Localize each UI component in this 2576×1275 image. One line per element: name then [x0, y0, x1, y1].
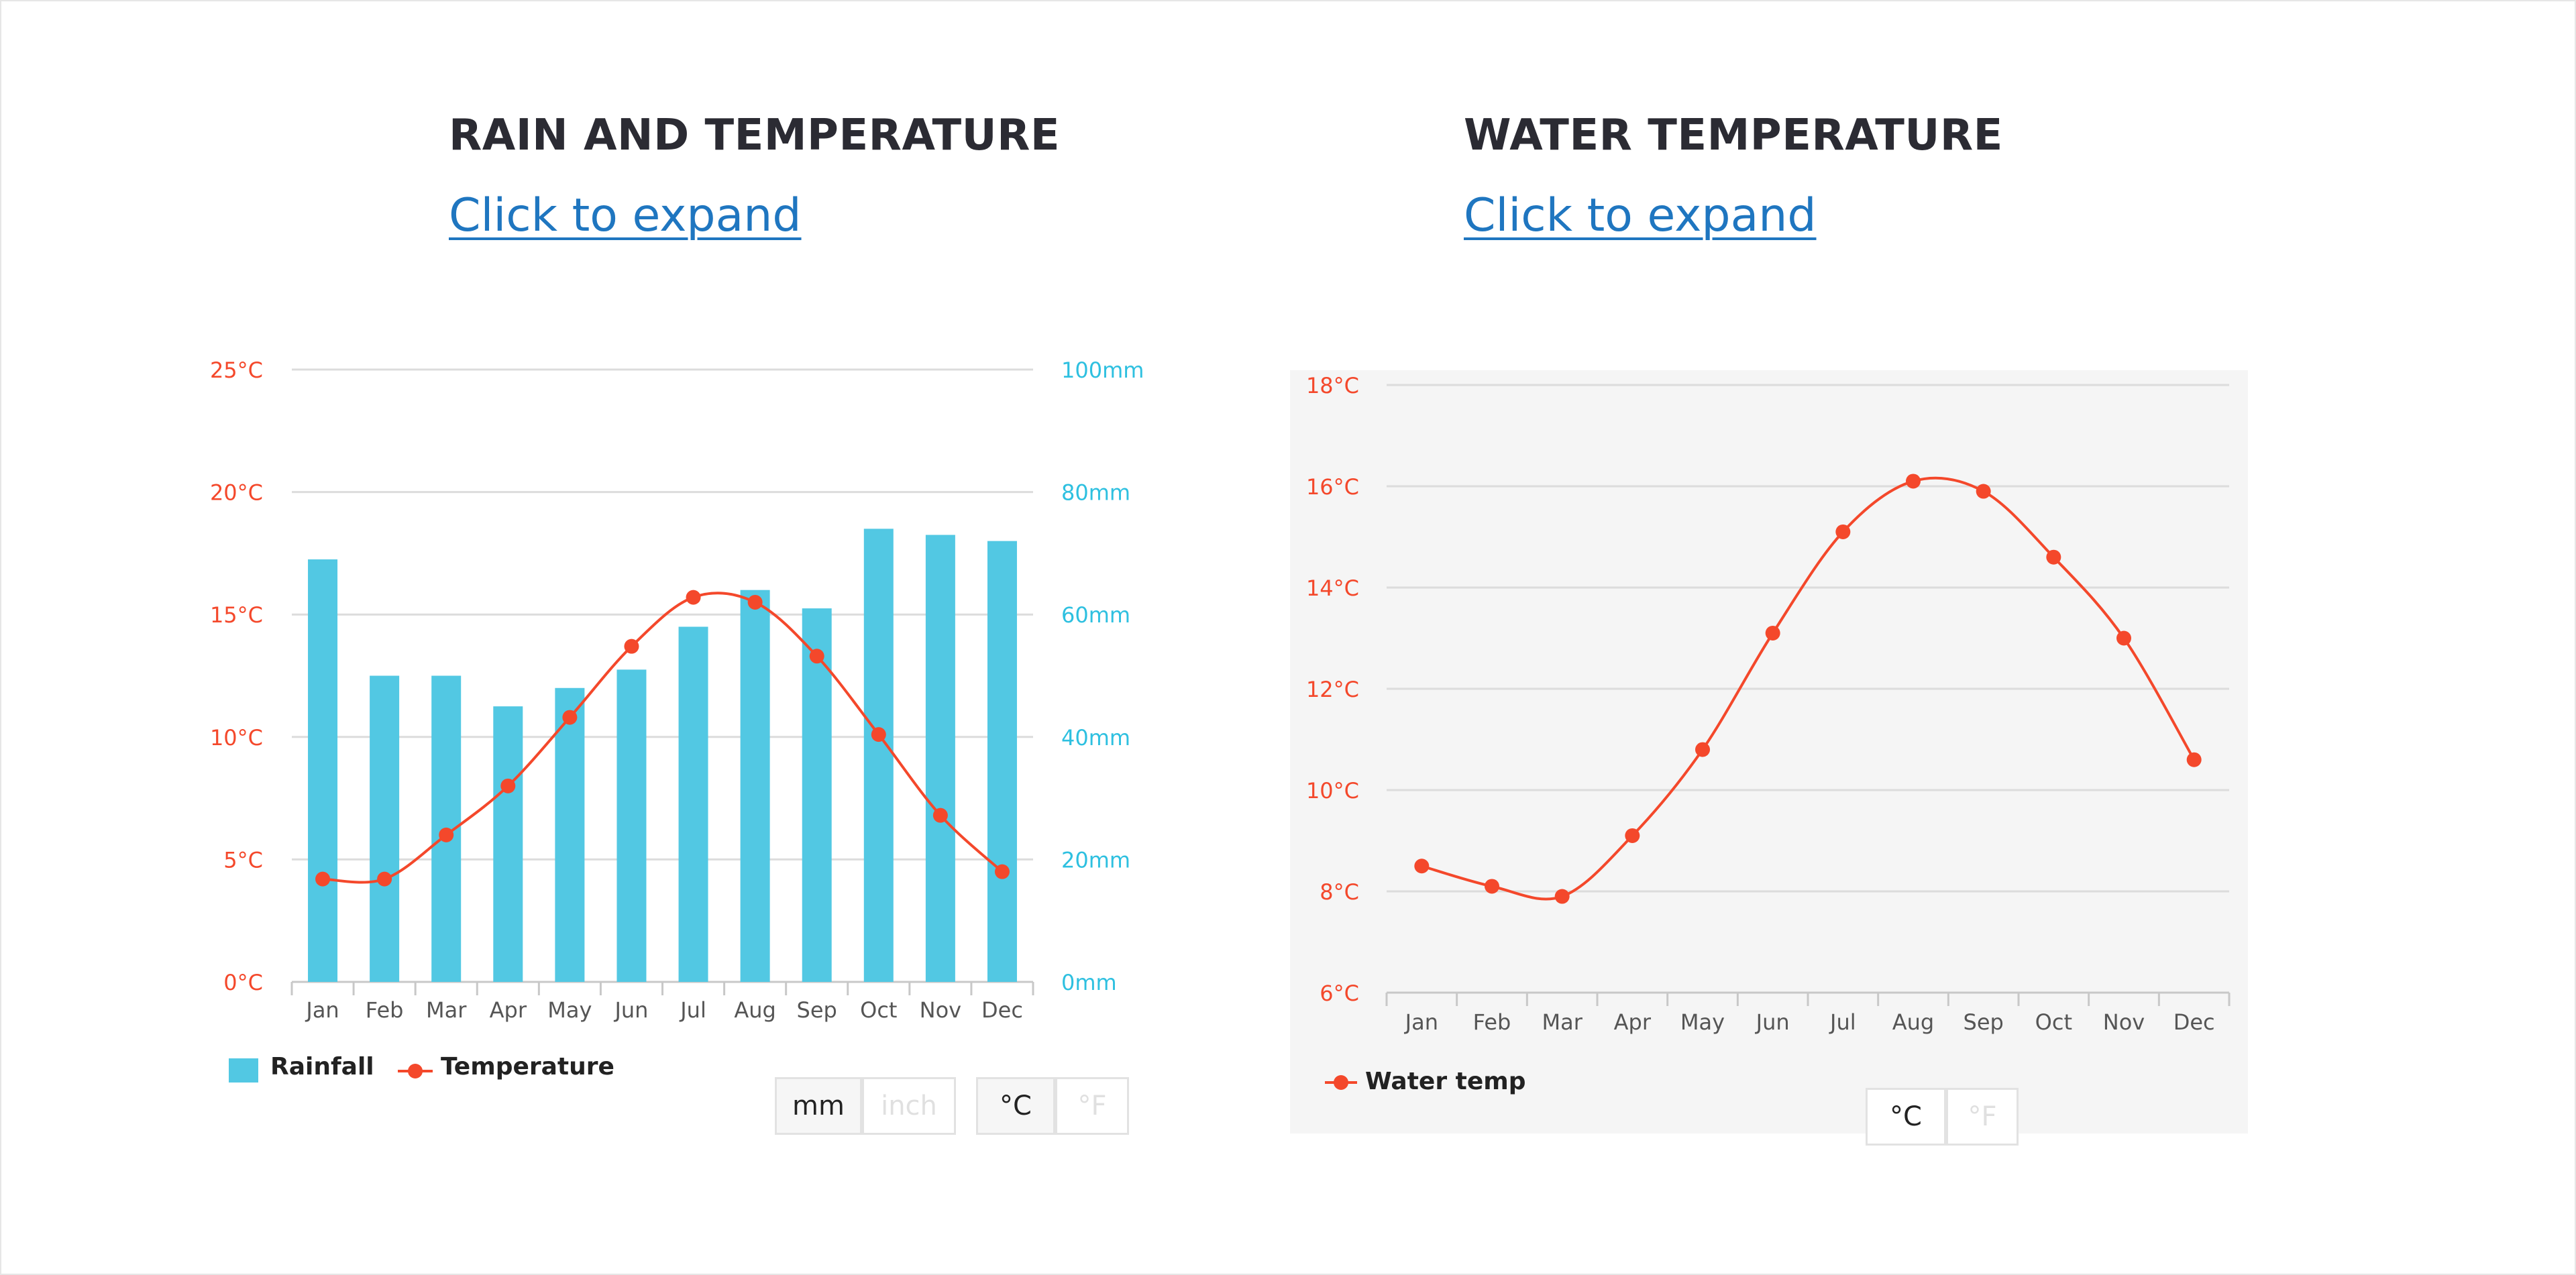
- temperature-point: [871, 727, 886, 742]
- month-label: Dec: [2174, 1009, 2215, 1035]
- water-axis-tick: 12°C: [1306, 677, 1359, 702]
- water-axis-tick: 16°C: [1306, 474, 1359, 500]
- water-temp-point: [1835, 524, 1851, 539]
- month-label: Aug: [734, 997, 775, 1023]
- temperature-point: [439, 827, 454, 842]
- temperature-point: [747, 594, 763, 610]
- water-axis-tick: 6°C: [1320, 981, 1359, 1006]
- temperature-axis-tick: 10°C: [210, 725, 263, 751]
- chart-background: [1290, 370, 2248, 1133]
- rainfall-legend-label[interactable]: Rainfall: [270, 1053, 374, 1080]
- month-label: Nov: [920, 997, 961, 1023]
- water-celsius-unit-button[interactable]: °C: [1866, 1088, 1946, 1146]
- month-label: Oct: [2035, 1009, 2072, 1035]
- month-label: Nov: [2103, 1009, 2145, 1035]
- water-temp-legend-label[interactable]: Water temp: [1365, 1068, 1526, 1095]
- month-label: Jun: [613, 997, 648, 1023]
- month-label: May: [547, 997, 592, 1023]
- rainfall-bar: [555, 687, 585, 982]
- temperature-axis-tick: 5°C: [223, 847, 263, 873]
- water-temp-point: [1906, 474, 1921, 489]
- rainfall-bar: [863, 529, 894, 982]
- rain-temperature-title: RAIN AND TEMPERATURE: [449, 111, 1061, 160]
- rainfall-bar: [740, 590, 770, 982]
- water-temp-point: [1765, 625, 1780, 641]
- water-axis-tick: 10°C: [1306, 778, 1359, 803]
- temperature-axis-tick: 25°C: [210, 357, 263, 383]
- month-label: Apr: [490, 997, 527, 1023]
- month-label: Sep: [1964, 1009, 2004, 1035]
- temperature-point: [994, 864, 1010, 879]
- month-label: Mar: [1542, 1009, 1582, 1035]
- month-label: Mar: [426, 997, 467, 1023]
- month-label: Feb: [366, 997, 404, 1023]
- temperature-point: [932, 808, 948, 823]
- rainfall-bar: [987, 541, 1017, 982]
- month-label: Jan: [1404, 1009, 1438, 1035]
- temperature-point: [562, 710, 578, 725]
- temperature-point: [315, 871, 331, 887]
- rainfall-bar: [308, 559, 338, 982]
- mm-unit-button[interactable]: mm: [775, 1077, 862, 1135]
- water-temp-point: [1625, 828, 1640, 843]
- rainfall-axis-tick: 20mm: [1061, 847, 1130, 873]
- water-temp-point: [1976, 484, 1991, 499]
- water-temperature-title: WATER TEMPERATURE: [1464, 111, 2003, 160]
- rainfall-axis-tick: 0mm: [1061, 970, 1117, 995]
- water-temp-point: [2186, 752, 2202, 767]
- water-temp-point: [1554, 889, 1570, 904]
- water-temp-point: [1414, 858, 1430, 874]
- temperature-point: [500, 778, 516, 793]
- rainfall-bar: [678, 626, 708, 982]
- month-label: Jul: [679, 997, 706, 1023]
- temperature-axis-tick: 15°C: [210, 602, 263, 628]
- water-axis-tick: 18°C: [1306, 373, 1359, 398]
- rain-temperature-chart: 0°C 5°C 10°C 15°C 20°C 25°C 0mm 20mm 40mm 60mm 80m…: [210, 357, 1144, 1023]
- water-axis-tick: 8°C: [1320, 879, 1359, 905]
- month-label: Jul: [1829, 1009, 1856, 1035]
- month-label: Jun: [1755, 1009, 1790, 1035]
- water-temp-point: [2046, 549, 2061, 565]
- water-temp-point: [1695, 742, 1710, 757]
- water-fahrenheit-unit-button[interactable]: °F: [1946, 1088, 2019, 1146]
- rainfall-legend-swatch: [229, 1058, 258, 1083]
- rainfall-axis-tick: 60mm: [1061, 602, 1130, 628]
- temperature-legend-label[interactable]: Temperature: [441, 1053, 614, 1080]
- fahrenheit-unit-button[interactable]: °F: [1055, 1077, 1129, 1135]
- rainfall-axis-tick: 80mm: [1061, 480, 1130, 506]
- rainfall-axis-tick: 100mm: [1061, 357, 1144, 383]
- rainfall-bar: [925, 535, 955, 982]
- temperature-point: [377, 871, 392, 887]
- temperature-point: [624, 639, 639, 654]
- month-label: May: [1680, 1009, 1725, 1035]
- temperature-point: [809, 649, 824, 664]
- month-label: Oct: [860, 997, 897, 1023]
- month-label: Aug: [1892, 1009, 1934, 1035]
- month-label: Dec: [981, 997, 1023, 1023]
- rainfall-bar: [802, 608, 832, 982]
- month-label: Sep: [797, 997, 837, 1023]
- water-temperature-chart: 6°C 8°C 10°C 12°C 14°C 16°C 18°C Jan Feb Mar Apr Ma…: [1290, 370, 2248, 1133]
- water-temp-point: [1485, 879, 1499, 894]
- water-temp-point: [2116, 630, 2131, 646]
- month-label: Jan: [305, 997, 339, 1023]
- celsius-unit-button[interactable]: °C: [976, 1077, 1055, 1135]
- temperature-axis-tick: 20°C: [210, 480, 263, 506]
- rainfall-axis-tick: 40mm: [1061, 725, 1130, 751]
- water-expand-link[interactable]: Click to expand: [1464, 189, 1817, 242]
- temperature-point: [686, 590, 701, 605]
- inch-unit-button[interactable]: inch: [862, 1077, 956, 1135]
- month-label: Apr: [1614, 1009, 1652, 1035]
- water-axis-tick: 14°C: [1306, 575, 1359, 601]
- month-label: Feb: [1473, 1009, 1511, 1035]
- temperature-axis-tick: 0°C: [223, 970, 263, 995]
- rainfall-bar: [493, 706, 523, 982]
- rainfall-bar: [370, 675, 400, 982]
- rainfall-bar: [616, 669, 647, 982]
- rain-expand-link[interactable]: Click to expand: [449, 189, 802, 242]
